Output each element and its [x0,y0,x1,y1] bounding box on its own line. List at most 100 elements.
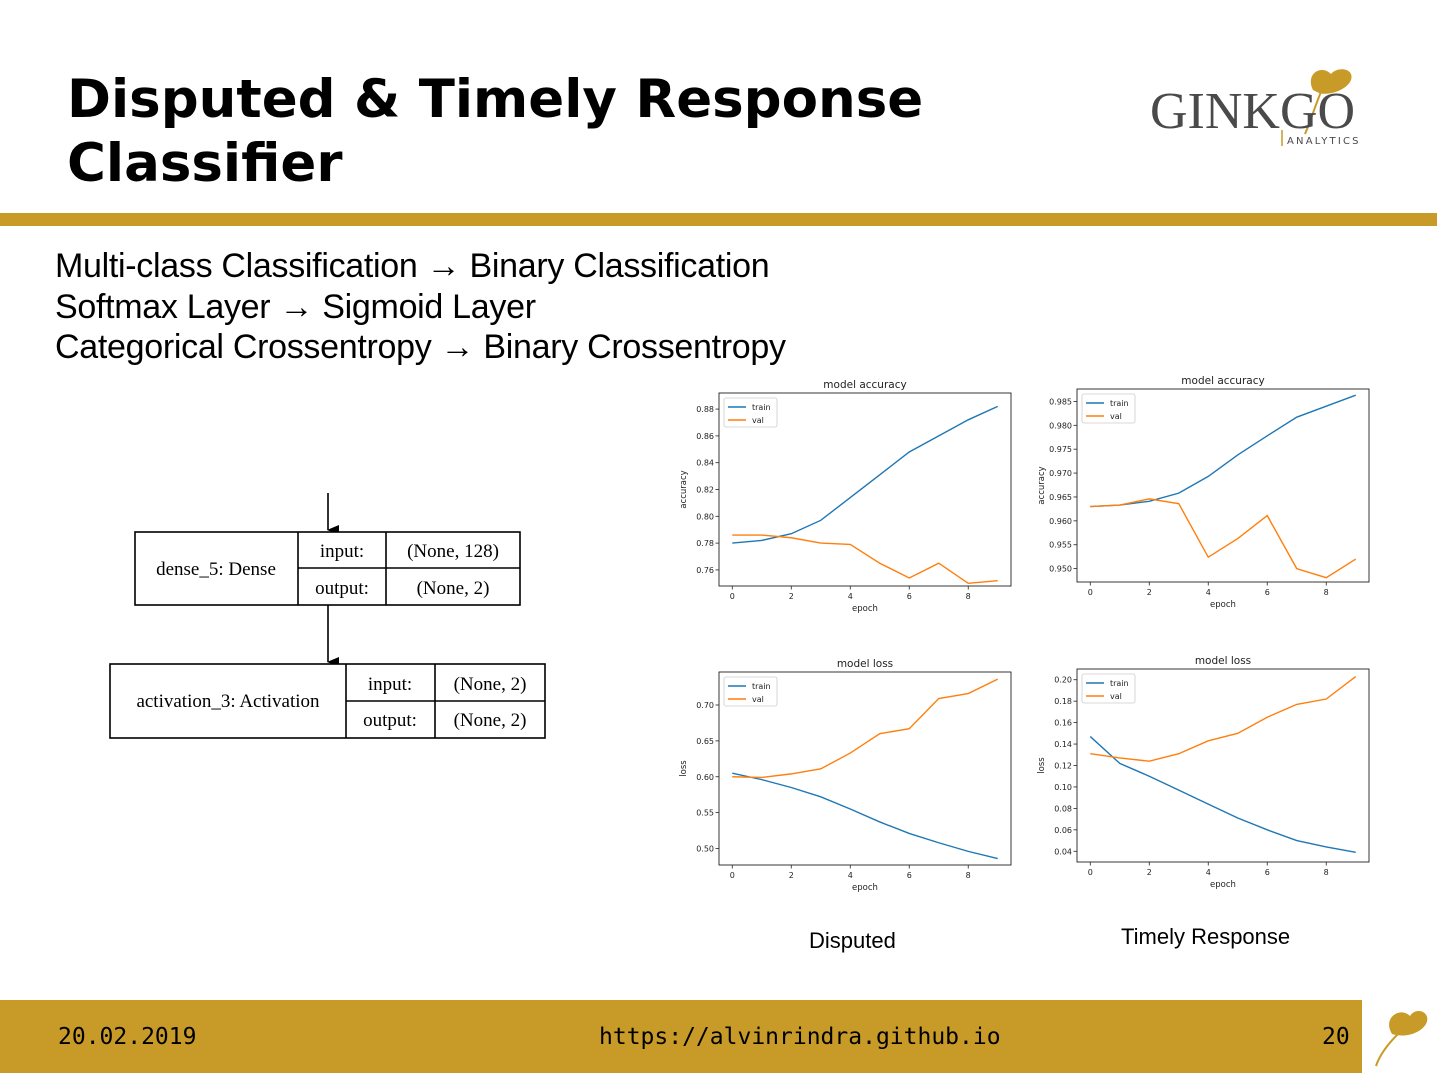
x-tick-label: 4 [848,871,853,880]
logo-tagline: ANALYTICS [1287,136,1361,147]
x-tick-label: 8 [1324,588,1329,597]
input-shape: (None, 2) [454,674,527,695]
x-tick-label: 2 [789,592,794,601]
y-tick-label: 0.76 [696,566,714,575]
x-tick-label: 2 [1147,868,1152,877]
x-tick-label: 0 [730,871,735,880]
y-tick-label: 0.980 [1049,421,1072,430]
slide-title-line-2: Classifier [67,133,343,194]
footer-url: https://alvinrindra.github.io [599,1024,1001,1050]
bullet-item: Softmax Layer → Sigmoid Layer [55,287,536,326]
disputed-caption: Disputed [809,928,896,953]
x-tick-label: 6 [1265,588,1270,597]
timely-accuracy-chart: model accuracy 0 2 4 6 8 0.950 0.955 0.960 0.965 0… [1037,375,1370,610]
y-tick-label: 0.955 [1049,541,1072,550]
y-tick-label: 0.04 [1054,847,1072,856]
x-tick-label: 4 [848,592,853,601]
x-tick-label: 2 [789,871,794,880]
y-tick-label: 0.70 [696,701,714,710]
x-tick-label: 0 [1088,868,1093,877]
bullet-list: Multi-class Classification → Binary Clas… [55,246,786,368]
y-tick-label: 0.55 [696,809,714,818]
series-line-train [732,772,998,860]
chart-legend: train val [723,397,778,428]
chart-title: model loss [1195,655,1251,667]
x-tick-label: 4 [1206,868,1211,877]
activation-layer-node: activation_3: Activation input: (None, 2… [109,663,546,739]
x-axis-label: epoch [852,883,878,893]
x-tick-label: 8 [1324,868,1329,877]
slide-title-line-1: Disputed & Timely Response [67,69,924,130]
y-tick-label: 0.960 [1049,517,1072,526]
y-tick-label: 0.80 [696,512,714,521]
y-axis-label: accuracy [1037,466,1047,504]
y-tick-label: 0.14 [1054,740,1072,749]
timely-loss-chart: model loss 0 2 4 6 8 0.04 0.06 0.08 0.10 0.12 0.14 0… [1037,655,1370,890]
y-tick-label: 0.965 [1049,493,1072,502]
y-tick-label: 0.82 [696,486,714,495]
output-label: output: [315,578,369,599]
x-tick-label: 6 [907,871,912,880]
series-line-val [732,534,998,585]
bullet-item: Categorical Crossentropy → Binary Crosse… [55,328,786,366]
y-tick-label: 0.970 [1049,469,1072,478]
chart-legend: train val [1081,393,1136,424]
y-tick-label: 0.985 [1049,397,1072,406]
x-tick-label: 2 [1147,588,1152,597]
legend-label: train [752,403,771,412]
y-tick-label: 0.60 [696,773,714,782]
ginkgo-leaf-icon [1304,69,1352,135]
model-architecture-diagram: dense_5: Dense input: (None, 128) output… [109,493,546,739]
series-line-val [1090,498,1357,579]
legend-label: val [1110,692,1122,701]
legend-label: train [1110,399,1129,408]
x-tick-label: 6 [907,592,912,601]
y-tick-label: 0.06 [1054,826,1072,835]
timely-response-caption: Timely Response [1121,924,1291,949]
y-axis-label: loss [1037,757,1047,774]
y-tick-label: 0.18 [1054,697,1072,706]
output-shape: (None, 2) [454,710,527,731]
chart-legend: train val [723,676,778,707]
chart-title: model accuracy [1181,375,1264,387]
y-tick-label: 0.975 [1049,445,1072,454]
x-tick-label: 0 [1088,588,1093,597]
series-line-val [1090,675,1357,762]
disputed-accuracy-chart: model accuracy 0 2 4 6 8 0.76 0.78 0.80 0.82 0.84 0… [679,379,1012,614]
y-axis-label: loss [679,760,689,777]
legend-label: val [752,416,764,425]
y-tick-label: 0.65 [696,737,714,746]
y-tick-label: 0.86 [696,432,714,441]
y-tick-label: 0.950 [1049,565,1072,574]
y-tick-label: 0.20 [1054,676,1072,685]
x-tick-label: 8 [966,592,971,601]
layer-name: activation_3: Activation [136,691,320,712]
bullet-item: Multi-class Classification → Binary Clas… [55,247,770,285]
y-tick-label: 0.84 [696,459,714,468]
output-label: output: [363,710,417,731]
x-tick-label: 4 [1206,588,1211,597]
ginkgo-leaf-icon [1375,1010,1428,1067]
series-line-val [732,678,999,779]
footer-date: 20.02.2019 [58,1024,197,1050]
series-line-train [1089,736,1356,854]
input-label: input: [368,674,412,695]
layer-name: dense_5: Dense [156,559,276,580]
x-axis-label: epoch [1210,880,1236,890]
output-shape: (None, 2) [417,578,490,599]
y-tick-label: 0.78 [696,539,714,548]
slide-title: Disputed & Timely Response Classifier [67,68,1067,196]
dense-layer-node: dense_5: Dense input: (None, 128) output… [134,531,521,606]
legend-label: train [752,682,771,691]
input-label: input: [320,541,364,562]
legend-label: val [1110,412,1122,421]
legend-label: train [1110,679,1129,688]
x-tick-label: 0 [730,592,735,601]
page-number: 20 [1322,1024,1350,1050]
footer-bar: 20.02.2019 https://alvinrindra.github.io… [0,1000,1362,1073]
input-shape: (None, 128) [407,541,499,562]
x-axis-label: epoch [852,604,878,614]
y-tick-label: 0.50 [696,844,714,853]
series-line-train [1090,394,1356,508]
disputed-loss-chart: model loss 0 2 4 6 8 0.50 0.55 0.60 0.65 0.70 epoch… [679,658,1012,893]
